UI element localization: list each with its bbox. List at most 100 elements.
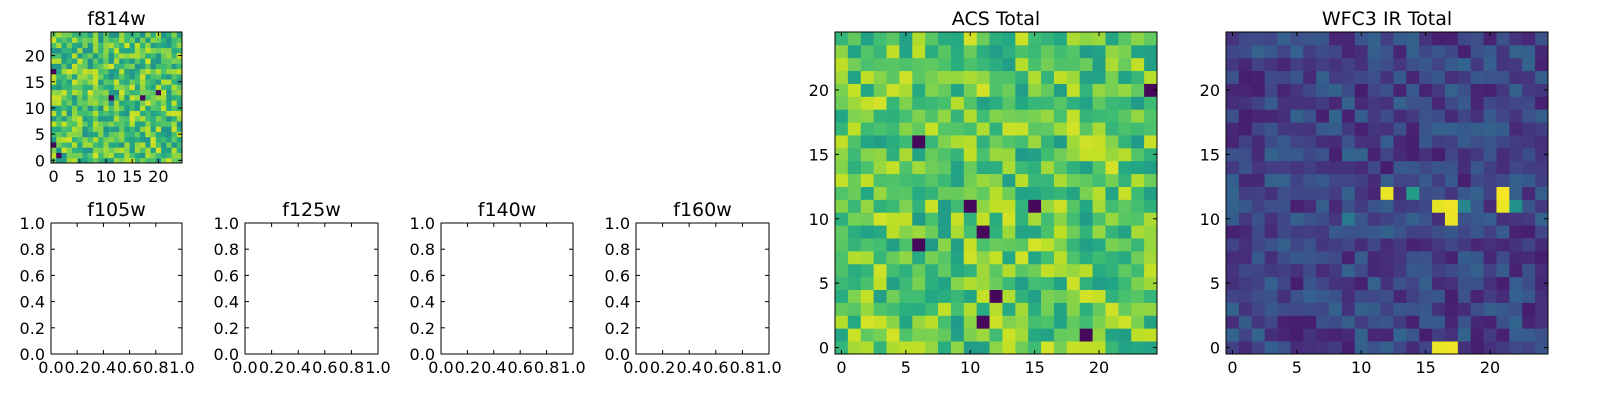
heatmap-cell: [1079, 238, 1093, 252]
panel-title: f160w: [673, 199, 732, 221]
heatmap-cell: [145, 110, 151, 117]
heatmap-cell: [1092, 263, 1106, 278]
heatmap-cell: [1290, 83, 1304, 97]
heatmap-cell: [1303, 199, 1317, 213]
heatmap-cell: [129, 63, 136, 70]
heatmap-cell: [161, 32, 167, 38]
heatmap-cell: [1393, 263, 1407, 278]
heatmap-cell: [1354, 96, 1369, 110]
y-tick-label: 0: [819, 339, 829, 358]
heatmap-cell: [835, 44, 849, 59]
heatmap-cell: [1457, 212, 1472, 226]
heatmap-cell: [860, 276, 875, 290]
heatmap-cell: [87, 52, 94, 59]
heatmap-cell: [912, 315, 926, 329]
heatmap-cell: [1277, 212, 1291, 226]
heatmap-cell: [860, 199, 875, 213]
heatmap-cell: [1015, 328, 1029, 342]
heatmap-cell: [161, 47, 167, 54]
heatmap-cell: [1277, 302, 1291, 316]
heatmap-cell: [124, 68, 130, 75]
heatmap-cell: [98, 131, 104, 138]
heatmap-cell: [1341, 212, 1356, 226]
heatmap-cell: [899, 225, 913, 239]
heatmap-cell: [166, 73, 172, 80]
heatmap-cell: [1105, 238, 1119, 252]
heatmap-cell: [82, 115, 89, 122]
y-tick-label: 0.8: [605, 240, 630, 259]
heatmap-cell: [976, 57, 990, 72]
x-tick-label: 0.2: [455, 358, 480, 377]
heatmap-cell: [1329, 83, 1343, 97]
heatmap-cell: [61, 157, 68, 164]
heatmap-cell: [1290, 238, 1304, 252]
heatmap-cell: [1483, 160, 1497, 175]
heatmap-cell: [108, 152, 115, 159]
heatmap-cell: [51, 142, 57, 148]
heatmap-cell: [134, 52, 141, 59]
heatmap-cell: [1483, 122, 1497, 136]
x-tick-label: 20: [148, 167, 168, 186]
heatmap-cell: [1041, 276, 1055, 290]
heatmap-cell: [1226, 70, 1240, 84]
heatmap-cell: [873, 122, 887, 136]
heatmap-cell: [1496, 173, 1510, 187]
heatmap-cell: [124, 47, 130, 54]
heatmap-cell: [886, 315, 900, 329]
heatmap-cell: [1277, 70, 1291, 84]
heatmap-cell: [1522, 225, 1536, 239]
heatmap-cell: [886, 263, 900, 278]
heatmap-cell: [166, 94, 172, 101]
heatmap-cell: [161, 131, 167, 138]
heatmap-cell: [176, 115, 183, 122]
heatmap-cell: [1105, 83, 1119, 97]
heatmap-cell: [166, 136, 172, 143]
heatmap-cell: [1393, 225, 1407, 239]
heatmap-cell: [1131, 96, 1145, 110]
heatmap-cell: [66, 147, 73, 153]
heatmap-cell: [1028, 83, 1042, 97]
heatmap-cell: [66, 37, 73, 43]
heatmap-cell: [835, 302, 849, 316]
heatmap-cell: [1290, 96, 1304, 110]
heatmap-cell: [134, 73, 141, 80]
heatmap-cell: [166, 63, 172, 70]
heatmap-cell: [1522, 135, 1536, 149]
heatmap-cell: [989, 122, 1003, 136]
axes-frame: [244, 222, 379, 355]
heatmap-cell: [1329, 238, 1343, 252]
heatmap-cell: [1105, 109, 1119, 123]
heatmap-cell: [1432, 263, 1446, 278]
heatmap-cell: [1290, 225, 1304, 239]
y-tick-label: 1.0: [605, 214, 630, 233]
heatmap-cell: [108, 142, 115, 148]
heatmap-cell: [1264, 186, 1278, 200]
heatmap-cell: [1238, 315, 1253, 329]
heatmap-cell: [1053, 135, 1068, 149]
heatmap-cell: [124, 42, 130, 49]
heatmap-cell: [1015, 225, 1029, 239]
heatmap-cell: [886, 186, 900, 200]
heatmap-cell: [155, 58, 162, 64]
heatmap-cell: [113, 58, 120, 64]
heatmap-cell: [1483, 135, 1497, 149]
heatmap-cell: [150, 42, 157, 49]
heatmap-cell: [1367, 70, 1381, 84]
heatmap-cell: [847, 225, 862, 239]
heatmap-cell: [1432, 173, 1446, 187]
heatmap-cell: [1226, 238, 1240, 252]
heatmap-cell: [155, 68, 162, 75]
heatmap-cell: [1002, 57, 1016, 72]
heatmap-cell: [1483, 44, 1497, 59]
heatmap-cell: [989, 96, 1003, 110]
heatmap-cell: [87, 147, 94, 153]
heatmap-cell: [1053, 225, 1068, 239]
heatmap-cell: [860, 238, 875, 252]
heatmap-cell: [150, 121, 157, 127]
heatmap-cell: [860, 173, 875, 187]
heatmap-cell: [1419, 70, 1433, 84]
x-tick-label: 1.0: [365, 358, 390, 377]
heatmap-cell: [1419, 57, 1433, 72]
heatmap-cell: [1002, 225, 1016, 239]
heatmap-cell: [108, 147, 115, 153]
